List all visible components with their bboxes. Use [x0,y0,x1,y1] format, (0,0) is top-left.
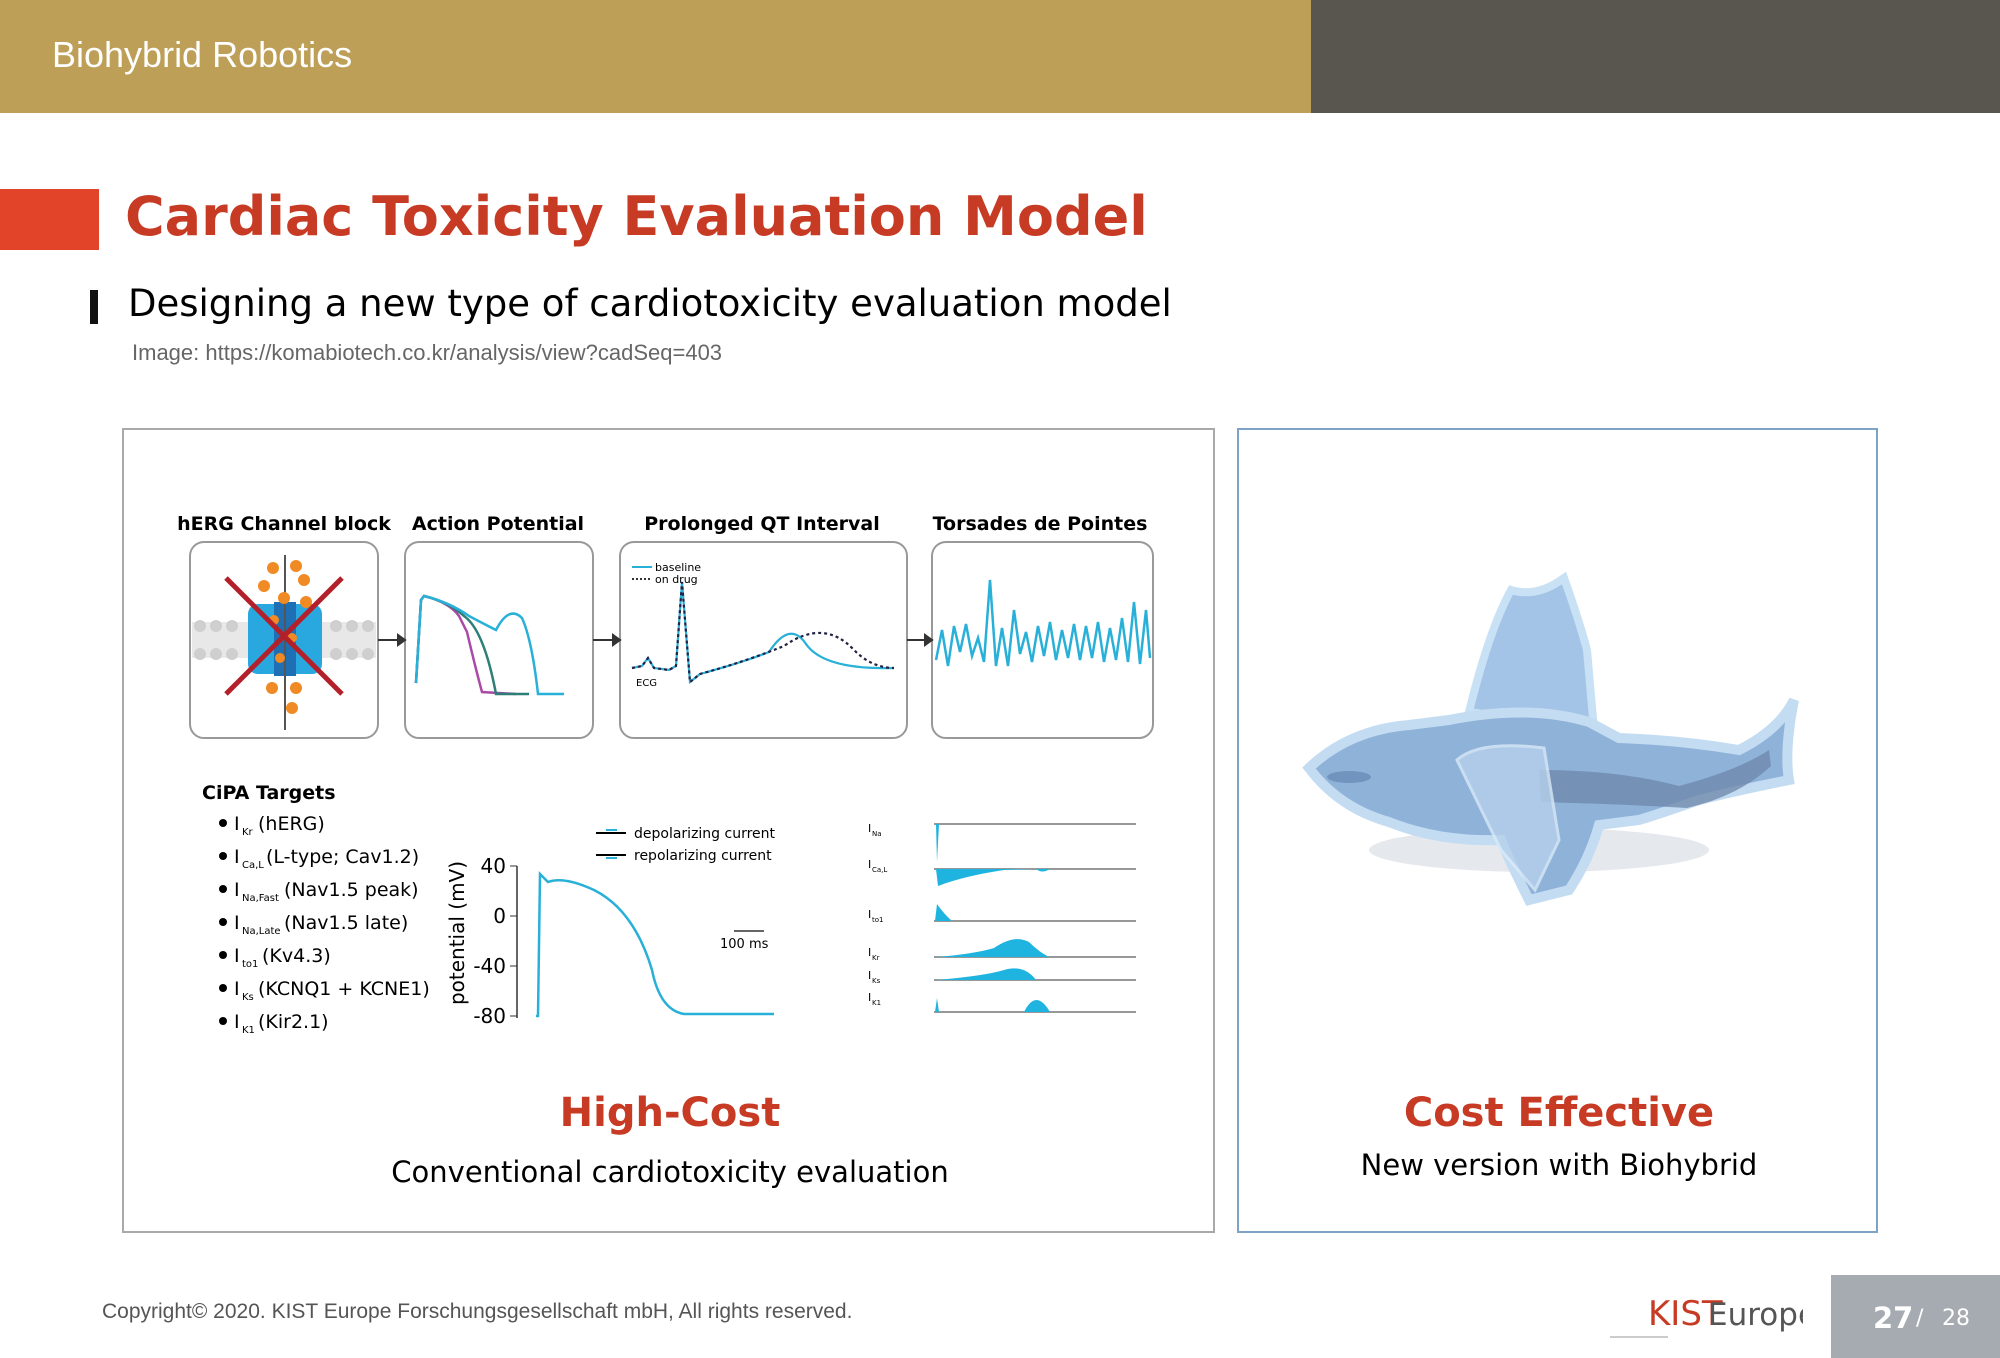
cipa-heading: CiPA Targets [202,782,336,804]
page-total: 28 [1942,1306,1970,1331]
fish-fin [1464,571,1599,735]
svg-text:(L-type; Cav1.2): (L-type; Cav1.2) [266,846,419,868]
slide-title: Cardiac Toxicity Evaluation Model [125,185,1148,248]
logo-word: Europe [1708,1297,1803,1333]
logo-mark: KIST [1648,1294,1723,1334]
page-number: 27 [1873,1301,1914,1335]
svg-text:Ca,L: Ca,L [872,866,887,874]
svg-text:to1: to1 [242,959,258,970]
subtitle-marker [90,290,98,324]
ap-curve [536,871,774,1018]
figure-heading-qt: Prolonged QT Interval [644,513,880,535]
svg-text:Na: Na [872,830,882,838]
legend-on-drug: on drug [655,573,698,586]
slide-subtitle: Designing a new type of cardiotoxicity e… [128,282,1172,325]
ap-box [404,541,594,739]
header-bar [0,0,1311,113]
ecg-traces [631,581,895,685]
image-source: Image: https://komabiotech.co.kr/analysi… [132,340,723,365]
svg-text:I: I [868,908,871,921]
cipa-item: I Ks (KCNQ1 + KCNE1) [219,978,430,1003]
high-cost-title: High-Cost [559,1090,781,1136]
svg-text:I: I [234,879,240,901]
qt-legend: baseline on drug [632,561,701,586]
svg-text:Kr: Kr [242,827,254,838]
svg-text:-80: -80 [473,1004,506,1028]
svg-text:I: I [234,912,240,934]
page-indicator: 27 / 28 [1831,1275,2000,1358]
svg-text:0: 0 [493,904,506,928]
svg-text:I: I [868,969,871,982]
fish-keel [1455,744,1561,893]
ap-traces [414,594,564,696]
svg-text:Ca,L: Ca,L [242,860,264,871]
legend-depolarizing: depolarizing current [634,826,776,842]
page-separator: / [1916,1306,1924,1331]
svg-text:40: 40 [481,854,506,878]
conventional-panel: hERG Channel block Action Potential Prol… [122,428,1215,1233]
header-bar-dark [1311,0,2000,113]
cipa-item: I K1 (Kir2.1) [219,1011,329,1036]
legend-baseline: baseline [655,561,701,574]
svg-text:I: I [234,1011,240,1033]
legend-repolarizing: repolarizing current [634,848,772,864]
title-marker [0,189,99,250]
herg-channel-illustration [192,555,376,730]
copyright-text: Copyright© 2020. KIST Europe Forschungsg… [102,1300,853,1323]
svg-text:(hERG): (hERG) [258,813,325,835]
cipa-item: I Kr (hERG) [219,813,325,838]
cipa-item: I Na,Fast (Nav1.5 peak) [219,879,419,904]
svg-text:Na,Late: Na,Late [242,926,281,937]
svg-text:I: I [234,813,240,835]
svg-text:I: I [234,978,240,1000]
kist-europe-logo: KIST Europe [1610,1294,1803,1338]
svg-text:I: I [868,822,871,835]
svg-text:Na,Fast: Na,Fast [242,893,279,904]
section-title: Biohybrid Robotics [52,34,353,75]
tdp-trace [934,579,1152,667]
svg-text:I: I [234,945,240,967]
svg-text:-40: -40 [473,954,506,978]
svg-text:(Nav1.5 peak): (Nav1.5 peak) [284,879,419,901]
cipa-item: I Ca,L (L-type; Cav1.2) [219,846,419,871]
svg-text:(KCNQ1 + KCNE1): (KCNQ1 + KCNE1) [258,978,430,1000]
biohybrid-fish-image [1302,571,1807,990]
scale-label: 100 ms [720,937,769,952]
muscle-tissue [1539,750,1771,808]
svg-text:I: I [868,991,871,1004]
cipa-figure: hERG Channel block Action Potential Prol… [177,513,1154,1036]
cipa-target-list: I Kr (hERG) I Ca,L (L-type; Cav1.2) I Na,Fast… [219,813,430,1036]
cost-effective-title: Cost Effective [1403,1090,1715,1136]
high-cost-desc: Conventional cardiotoxicity evaluation [391,1155,949,1189]
svg-text:(Kir2.1): (Kir2.1) [258,1011,329,1033]
svg-text:K1: K1 [872,999,881,1007]
ap-yticks: 40 0 -40 -80 [473,854,517,1028]
ap-ylabel: potential (mV) [445,861,469,1005]
svg-text:Ks: Ks [242,992,254,1003]
svg-text:I: I [868,858,871,871]
figure-heading-herg: hERG Channel block [177,513,391,535]
fish-eye [1327,771,1371,783]
svg-text:I: I [868,946,871,959]
ap-legend: depolarizing current repolarizing curren… [596,826,776,864]
ecg-label: ECG [636,678,657,689]
figure-heading-ap: Action Potential [412,513,584,535]
flow-arrows [378,633,934,647]
cipa-item: I Na,Late (Nav1.5 late) [219,912,408,937]
svg-text:I: I [234,846,240,868]
svg-text:Ks: Ks [872,977,881,985]
svg-text:Kr: Kr [872,954,880,962]
svg-text:(Kv4.3): (Kv4.3) [262,945,331,967]
svg-text:to1: to1 [872,916,883,924]
figure-heading-tdp: Torsades de Pointes [933,513,1148,535]
biohybrid-panel: Cost Effective New version with Biohybri… [1237,428,1878,1233]
svg-text:K1: K1 [242,1025,255,1036]
cost-effective-desc: New version with Biohybrid [1360,1148,1758,1182]
svg-text:(Nav1.5 late): (Nav1.5 late) [284,912,408,934]
